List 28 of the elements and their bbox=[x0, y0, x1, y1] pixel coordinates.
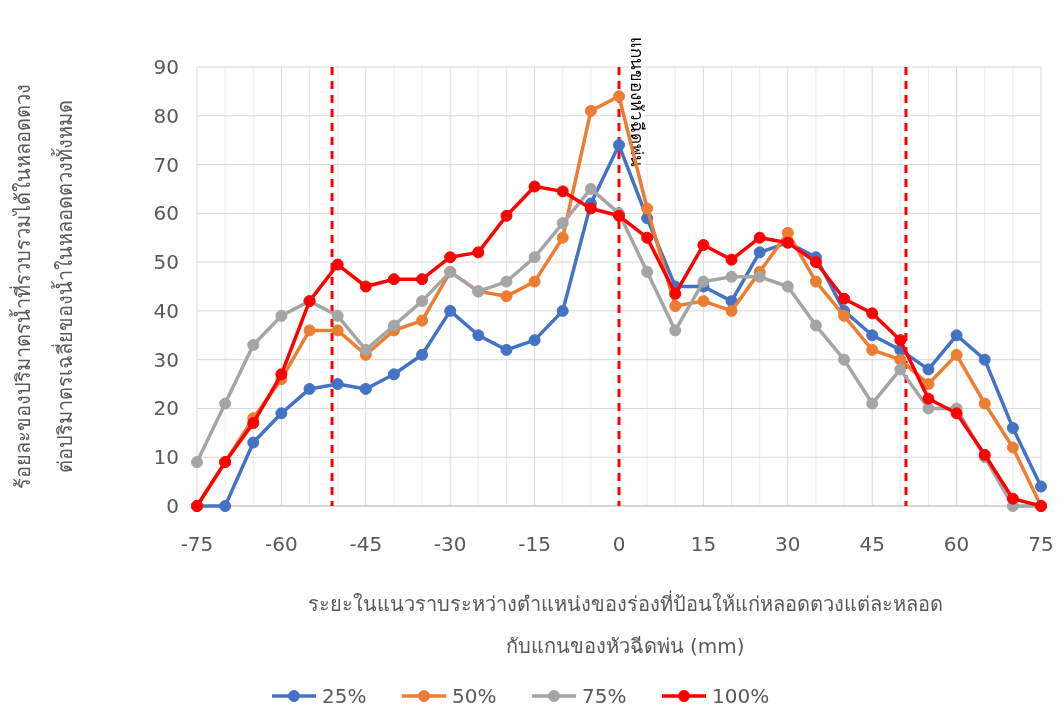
x-tick-label: -45 bbox=[349, 532, 383, 556]
x-tick-label: 45 bbox=[859, 532, 885, 556]
x-tick-label: -60 bbox=[265, 532, 298, 556]
x-tick-label: 60 bbox=[943, 532, 970, 556]
x-tick-label: 15 bbox=[690, 532, 717, 556]
legend-label: 25% bbox=[322, 684, 367, 708]
y-tick-label: 20 bbox=[153, 396, 179, 421]
y-tick-label: 40 bbox=[153, 298, 179, 323]
ref-line-label: แกนของหัวฉีดพ่น bbox=[627, 37, 647, 167]
y-tick-label: 60 bbox=[153, 201, 179, 226]
x-tick-label: 30 bbox=[775, 532, 801, 556]
y-tick-label: 90 bbox=[153, 55, 179, 79]
y-tick-label: 50 bbox=[153, 250, 179, 275]
y-tick-label: 80 bbox=[153, 103, 179, 128]
y-tick-label: 10 bbox=[153, 445, 179, 470]
y-tick-label: 70 bbox=[153, 152, 179, 177]
x-tick-label: 75 bbox=[1028, 532, 1054, 556]
y-tick-label: 0 bbox=[166, 494, 179, 518]
legend-label: 75% bbox=[582, 684, 627, 708]
x-tick-label: -30 bbox=[433, 532, 467, 556]
y-axis-title: ร้อยละของปริมาตรน้ำที่รวบรวมได้ในหลอดตวง ต่อปริมาตรเฉลี่ยของน้ำในหลอดตวงทั้งหมด bbox=[9, 84, 77, 489]
y-tick-label: 30 bbox=[153, 347, 179, 372]
x-tick-label: -15 bbox=[518, 532, 551, 556]
x-tick-label: -75 bbox=[180, 532, 214, 556]
legend-label: 100% bbox=[712, 684, 770, 708]
legend-label: 50% bbox=[452, 684, 497, 708]
x-axis-title: ระยะในแนวราบระหว่างตำแหน่งของร่องที่ป้อนให้แก่หลอดตวงแต่ละหลอด กับแกนของหัวฉีดพ่น (mm) bbox=[307, 590, 943, 658]
x-tick-label: 0 bbox=[612, 532, 626, 556]
